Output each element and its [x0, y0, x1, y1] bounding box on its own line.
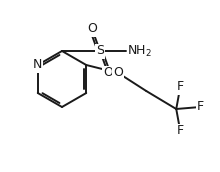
Text: F: F	[177, 125, 184, 137]
Text: O: O	[103, 67, 113, 79]
Text: O: O	[87, 23, 97, 35]
Text: O: O	[113, 67, 123, 79]
Text: S: S	[96, 45, 104, 57]
Text: N: N	[33, 58, 42, 72]
Text: NH$_2$: NH$_2$	[127, 44, 152, 58]
Text: F: F	[177, 80, 184, 94]
Text: F: F	[197, 100, 204, 114]
